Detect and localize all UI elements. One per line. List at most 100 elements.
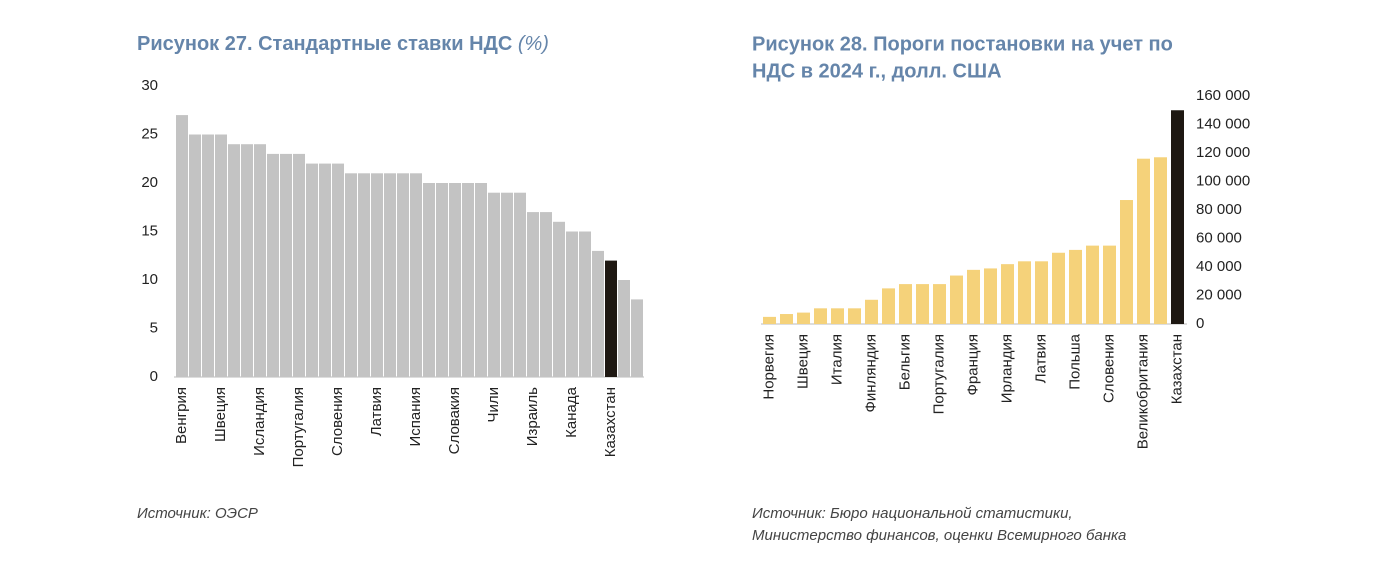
bar [306,163,318,377]
chart-title: НДС в 2024 г., долл. США [752,60,1002,82]
bar [984,268,997,324]
x-tick-label: Норвегия [760,334,777,400]
bar [831,308,844,324]
x-tick-label: Чили [485,387,502,423]
bar [899,284,912,324]
bar [215,134,227,377]
bar [933,284,946,324]
bar [241,144,253,377]
title-unit: (%) [518,33,549,55]
bar [950,275,963,324]
y-tick-label: 15 [141,222,158,239]
bar [358,173,370,377]
bar [384,173,396,377]
bar [592,250,604,377]
x-tick-label: Словения [329,387,346,456]
x-tick-label: Канада [563,386,580,437]
y-tick-label: 0 [1196,315,1204,332]
bar [1103,245,1116,324]
bar [780,314,793,324]
x-tick-label: Казахстан [1168,334,1185,404]
bar [488,192,500,377]
x-tick-label: Италия [828,334,845,385]
bar [202,134,214,377]
bar [267,153,279,377]
bar [501,192,513,377]
bar [865,299,878,324]
bar [436,183,448,377]
bar [189,134,201,377]
bar [527,212,539,377]
title-text: Рисунок 27. Стандартные ставки НДС [137,33,512,55]
bar [763,316,776,324]
bar [462,183,474,377]
x-tick-label: Финляндия [862,334,879,412]
x-tick-label: Испания [407,387,424,447]
bar [1154,157,1167,324]
y-tick-label: 80 000 [1196,201,1242,218]
chart-title: Рисунок 28. Пороги постановки на учет по [752,33,1173,55]
x-tick-label: Израиль [524,387,541,446]
y-tick-label: 140 000 [1196,115,1250,132]
bar [176,115,188,377]
bar [540,212,552,377]
x-tick-label: Исландия [251,387,268,456]
x-tick-label: Латвия [368,387,385,436]
x-tick-label: Великобритания [1134,334,1151,449]
bar [423,183,435,377]
y-tick-label: 20 000 [1196,286,1242,303]
bar [397,173,409,377]
bar [449,183,461,377]
x-tick-label: Франция [964,334,981,395]
bar [254,144,266,377]
y-tick-label: 100 000 [1196,172,1250,189]
source: Источник: ОЭСР [137,505,258,522]
source: Источник: Бюро национальной статистики, [752,505,1073,522]
x-tick-label: Словакия [446,387,463,454]
bar [814,308,827,324]
bar [579,231,591,377]
bar [345,173,357,377]
x-tick-label: Бельгия [896,334,913,390]
chart-title: Рисунок 27. Стандартные ставки НДС (%) [137,33,549,55]
x-tick-label: Казахстан [602,387,619,457]
bar [848,308,861,324]
bar [475,183,487,377]
y-tick-label: 40 000 [1196,258,1242,275]
bar [605,260,617,377]
bar [553,221,565,377]
y-tick-label: 160 000 [1196,87,1250,104]
bar [371,173,383,377]
bar [1018,261,1031,324]
bar [228,144,240,377]
y-tick-label: 60 000 [1196,229,1242,246]
source: Министерство финансов, оценки Всемирного… [752,527,1126,544]
bar [514,192,526,377]
x-tick-label: Польша [1066,333,1083,389]
bar [319,163,331,377]
x-tick-label: Венгрия [173,387,190,444]
bar [1171,110,1184,324]
bar [1001,264,1014,324]
x-tick-label: Португалия [290,387,307,467]
y-tick-label: 20 [141,174,158,191]
bar [1052,252,1065,324]
y-tick-label: 0 [150,368,158,385]
bar [631,299,643,377]
bar [618,280,630,377]
y-tick-label: 30 [141,77,158,94]
y-tick-label: 25 [141,125,158,142]
bar [882,288,895,324]
bar [410,173,422,377]
x-tick-label: Швеция [794,334,811,389]
bar [916,284,929,324]
bar [332,163,344,377]
x-tick-label: Латвия [1032,334,1049,383]
x-tick-label: Швеция [212,387,229,442]
x-tick-label: Ирландия [998,334,1015,403]
x-tick-label: Португалия [930,334,947,414]
bar [1069,249,1082,324]
bar [1137,158,1150,324]
x-tick-label: Словения [1100,334,1117,403]
